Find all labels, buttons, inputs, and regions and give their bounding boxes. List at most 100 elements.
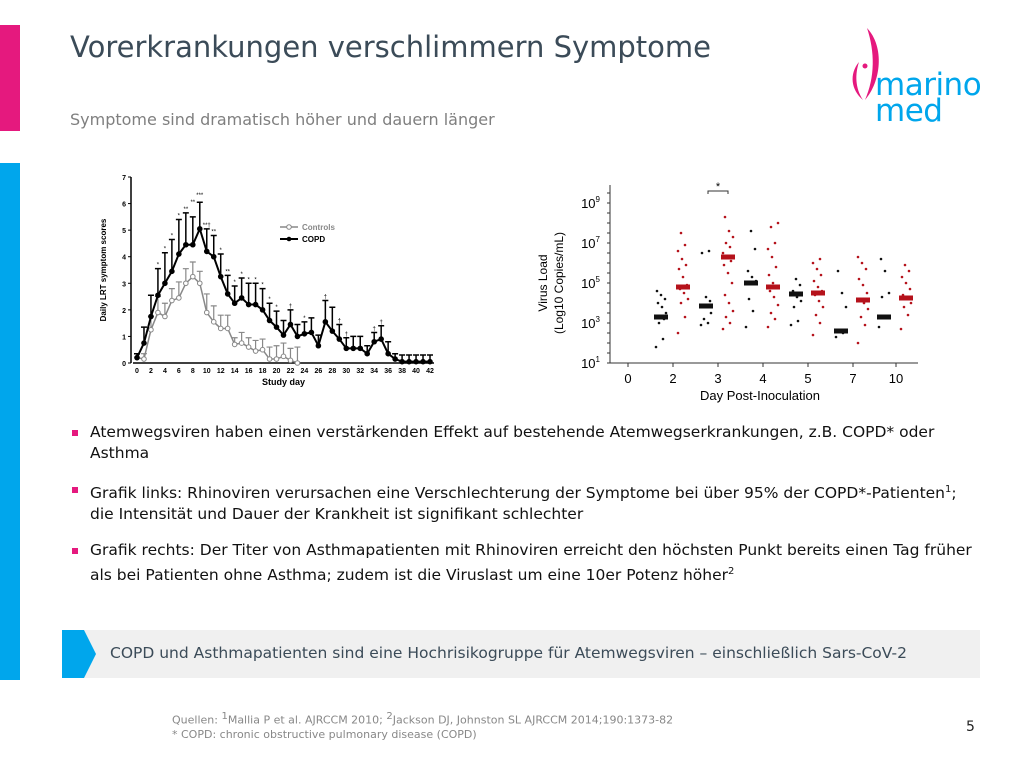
data-point	[413, 358, 419, 365]
data-point	[727, 301, 731, 305]
data-point	[792, 305, 796, 309]
y-tick-label: 0	[122, 361, 126, 368]
data-point	[856, 341, 860, 345]
significance-marker: **†	[203, 223, 211, 229]
data-point	[724, 241, 728, 245]
data-point	[902, 305, 906, 309]
data-point	[148, 326, 154, 333]
data-point	[273, 324, 280, 330]
y-tick-label: 1	[122, 334, 126, 341]
median-bar	[654, 314, 668, 320]
error-bar	[175, 218, 182, 255]
data-point	[683, 243, 687, 247]
data-point	[771, 281, 775, 285]
data-point	[753, 247, 757, 251]
data-point	[176, 251, 182, 257]
x-tick-label: 42	[426, 368, 434, 375]
data-point	[155, 309, 161, 316]
data-point	[196, 280, 203, 287]
median-bar	[676, 284, 690, 290]
data-point	[141, 340, 147, 346]
data-point	[834, 335, 838, 339]
bullet-list: Atemwegsviren haben einen verstärkenden …	[70, 422, 980, 601]
data-point	[681, 275, 685, 279]
x-tick-label: 34	[370, 368, 378, 375]
data-point	[231, 341, 238, 348]
accent-bar-pink	[0, 25, 20, 131]
x-tick-label: 8	[191, 368, 195, 375]
data-point	[906, 313, 910, 317]
y-tick-label: 3	[122, 281, 126, 288]
data-point	[864, 267, 868, 271]
data-point	[155, 292, 161, 299]
data-point	[883, 269, 887, 273]
significance-marker: **	[183, 207, 188, 213]
significance-marker: **	[211, 229, 216, 235]
data-point	[729, 259, 733, 263]
y-axis-label-units: (Log10 Copies/mL)	[552, 232, 566, 334]
data-point	[863, 323, 867, 327]
median-bar	[899, 295, 913, 301]
significance-marker: *	[240, 272, 243, 278]
data-point	[909, 301, 913, 305]
x-tick-label: 0	[135, 368, 139, 375]
data-point	[315, 342, 322, 349]
data-point	[183, 241, 189, 248]
data-point	[904, 281, 908, 285]
data-point	[684, 263, 688, 267]
footnote-ref: 2	[728, 566, 735, 578]
data-point	[903, 263, 907, 267]
data-point	[661, 337, 665, 341]
significance-marker: †	[338, 318, 341, 324]
data-point	[844, 305, 848, 309]
significance-marker: ***	[196, 193, 204, 199]
data-point	[660, 305, 664, 309]
logo-swoosh-icon	[852, 28, 879, 100]
median-bar	[877, 314, 891, 320]
data-point	[709, 311, 713, 315]
data-point	[722, 263, 726, 267]
x-tick-label: 12	[217, 368, 225, 375]
chevron-right-icon	[62, 630, 96, 678]
x-tick-label: 3	[714, 371, 721, 386]
data-point	[880, 295, 884, 299]
data-point	[772, 295, 776, 299]
data-point	[420, 358, 426, 365]
significance-marker: †	[379, 320, 382, 326]
data-point	[769, 225, 773, 229]
legend-marker-controls	[286, 224, 292, 230]
data-point	[203, 309, 210, 316]
data-point	[676, 331, 680, 335]
logo-text-med: med	[875, 93, 943, 129]
error-bar	[322, 299, 329, 322]
page-title: Vorerkrankungen verschlimmern Symptome	[70, 30, 712, 64]
data-point	[773, 317, 777, 321]
page-subtitle: Symptome sind dramatisch höher und dauer…	[70, 110, 495, 129]
data-point	[728, 245, 732, 249]
error-bar	[329, 306, 336, 332]
error-bar	[238, 277, 245, 298]
data-point	[196, 226, 203, 232]
data-point	[322, 319, 329, 325]
significance-bracket	[707, 190, 729, 194]
error-bar	[203, 228, 210, 252]
y-tick-label: 6	[122, 202, 126, 209]
data-point	[357, 345, 364, 352]
data-point	[677, 267, 681, 271]
data-point	[768, 289, 772, 293]
data-point	[836, 269, 840, 273]
data-point	[280, 332, 287, 338]
data-point	[238, 340, 245, 346]
data-point	[378, 336, 384, 342]
x-tick-label: 26	[314, 368, 322, 375]
median-bar	[699, 303, 713, 309]
data-point	[406, 358, 412, 365]
data-point	[329, 328, 336, 334]
error-bar	[161, 251, 168, 284]
error-bar	[147, 294, 154, 317]
data-point	[721, 327, 725, 331]
x-tick-label: 6	[177, 368, 181, 375]
data-point	[744, 325, 748, 329]
x-tick-label: 24	[301, 368, 309, 375]
x-tick-label: 10	[889, 371, 903, 386]
